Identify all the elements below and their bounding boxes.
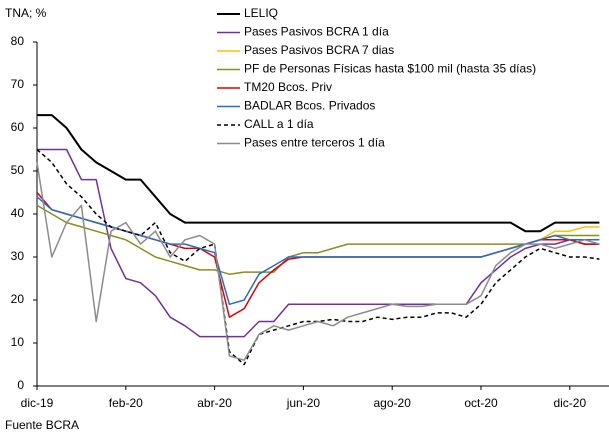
legend-label: LELIQ bbox=[244, 6, 278, 20]
series-line bbox=[37, 148, 600, 338]
legend-label: PF de Personas Físicas hasta $100 mil (h… bbox=[244, 62, 536, 76]
x-tick-label: jun-20 bbox=[286, 396, 321, 410]
y-tick-label: 20 bbox=[11, 292, 25, 306]
y-tick-label: 10 bbox=[11, 335, 25, 349]
legend-label: Pases Pasivos BCRA 7 dias bbox=[244, 43, 394, 57]
x-tick-label: abr-20 bbox=[197, 396, 232, 410]
y-tick-label: 40 bbox=[11, 206, 25, 220]
y-tick-label: 60 bbox=[11, 120, 25, 134]
y-tick-label: 0 bbox=[17, 378, 24, 392]
series-line bbox=[37, 114, 600, 233]
x-tick-label: feb-20 bbox=[109, 396, 143, 410]
legend-label: CALL a 1 día bbox=[244, 117, 314, 131]
x-tick-label: ago-20 bbox=[374, 396, 412, 410]
y-axis-label: TNA; % bbox=[5, 6, 47, 20]
source-note: Fuente BCRA bbox=[5, 418, 79, 432]
legend-label: Pases entre terceros 1 día bbox=[244, 136, 385, 150]
y-tick-label: 80 bbox=[11, 34, 25, 48]
series-line bbox=[36, 148, 600, 366]
y-tick-label: 30 bbox=[11, 249, 25, 263]
series-line bbox=[36, 204, 600, 275]
series-line bbox=[36, 162, 600, 361]
x-tick-label: dic-20 bbox=[553, 396, 586, 410]
x-tick-label: oct-20 bbox=[464, 396, 498, 410]
legend-label: BADLAR Bcos. Privados bbox=[244, 99, 375, 113]
legend-label: Pases Pasivos BCRA 1 día bbox=[244, 25, 389, 39]
x-tick-label: dic-19 bbox=[21, 396, 54, 410]
y-tick-label: 50 bbox=[11, 163, 25, 177]
legend-label: TM20 Bcos. Priv bbox=[244, 80, 332, 94]
y-tick-label: 70 bbox=[11, 77, 25, 91]
